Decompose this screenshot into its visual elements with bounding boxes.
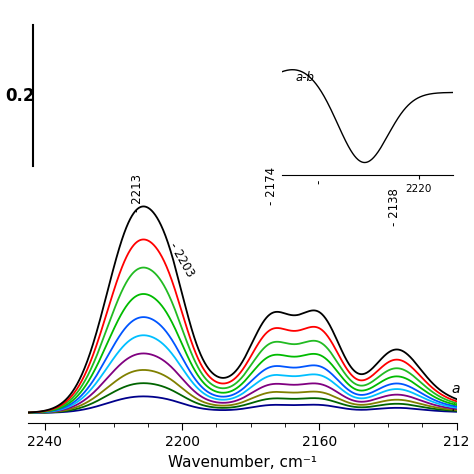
Text: a-b: a-b xyxy=(296,71,315,84)
Text: - 2160: - 2160 xyxy=(313,146,326,184)
Text: - 2203: - 2203 xyxy=(167,240,197,280)
Text: i: i xyxy=(452,400,456,414)
Text: a: a xyxy=(452,382,460,396)
X-axis label: Wavenumber, cm⁻¹: Wavenumber, cm⁻¹ xyxy=(168,455,317,470)
Text: 0.2: 0.2 xyxy=(5,87,35,105)
Text: - 2213: - 2213 xyxy=(131,174,144,212)
Text: - 2174: - 2174 xyxy=(265,167,278,205)
Text: - 2138: - 2138 xyxy=(388,188,401,226)
